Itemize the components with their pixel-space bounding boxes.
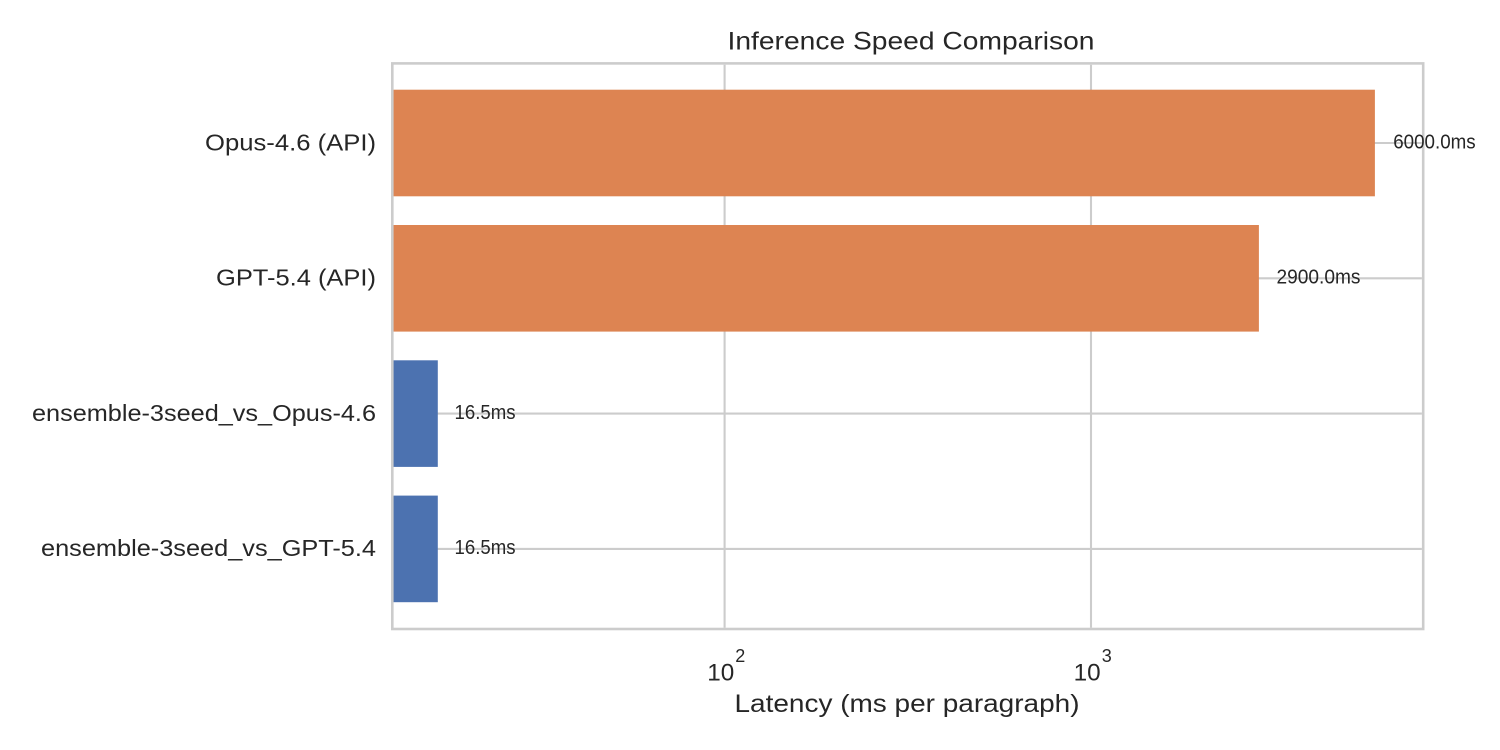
svg-text:Opus-4.6 (API): Opus-4.6 (API) [205, 129, 376, 155]
svg-text:10: 10 [1074, 659, 1101, 686]
svg-text:16.5ms: 16.5ms [455, 402, 516, 424]
svg-text:Latency (ms per paragraph): Latency (ms per paragraph) [735, 690, 1080, 718]
svg-text:Inference Speed Comparison: Inference Speed Comparison [728, 28, 1095, 56]
svg-text:2: 2 [735, 646, 745, 666]
svg-text:10: 10 [707, 659, 734, 686]
svg-text:GPT-5.4 (API): GPT-5.4 (API) [216, 265, 376, 291]
svg-text:6000.0ms: 6000.0ms [1393, 131, 1476, 153]
svg-text:ensemble-3seed_vs_GPT-5.4: ensemble-3seed_vs_GPT-5.4 [41, 535, 376, 561]
svg-text:3: 3 [1102, 646, 1112, 666]
svg-text:16.5ms: 16.5ms [455, 537, 516, 559]
svg-text:2900.0ms: 2900.0ms [1277, 267, 1361, 289]
svg-text:ensemble-3seed_vs_Opus-4.6: ensemble-3seed_vs_Opus-4.6 [32, 400, 376, 426]
